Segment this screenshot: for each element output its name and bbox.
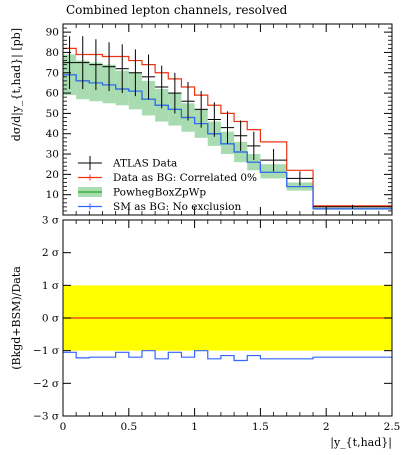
ratio-y-axis-label: (Bkgd+BSM)/Data xyxy=(10,266,23,370)
x-tick-label: 2.5 xyxy=(384,421,401,433)
main-plot: 10 20 30 40 50 60 70 80 90 dσ/d|y_{t,had}| [pb] AT… xyxy=(10,23,393,216)
y-tick-label: 50 xyxy=(46,108,59,120)
y-axis-label: dσ/d|y_{t,had}| [pb] xyxy=(10,28,24,141)
main-plot-frame xyxy=(62,23,393,216)
ratio-y-tick-label: 0 σ xyxy=(42,313,59,325)
ratio-plot: −3 σ −2 σ −1 σ 0 σ 1 σ 2 σ 3 σ 0 0.5 1 1.5 2 2.5 |y_{… xyxy=(10,215,400,451)
ratio-y-tick-label: −3 σ xyxy=(33,411,59,423)
legend-label: ATLAS Data xyxy=(112,158,177,170)
ratio-sm-as-bg-line xyxy=(63,350,392,362)
x-tick-label: 0.5 xyxy=(120,421,137,433)
y-tick-label: 10 xyxy=(46,189,59,201)
x-tick-label: 1.5 xyxy=(252,421,269,433)
ratio-y-tick-label: 1 σ xyxy=(42,280,59,292)
x-tick-label: 1 xyxy=(191,421,198,433)
x-tick-label: 2 xyxy=(323,421,330,433)
y-tick-label: 80 xyxy=(46,47,59,59)
chart-title: Combined lepton channels, resolved xyxy=(66,3,288,17)
legend: ATLAS Data Data as BG: Correlated 0% Powhe… xyxy=(78,156,257,213)
y-tick-label: 60 xyxy=(46,88,59,100)
ratio-y-tick-label: −2 σ xyxy=(33,378,59,390)
ratio-y-tick-label: 2 σ xyxy=(42,247,59,259)
ratio-y-tick-label: −1 σ xyxy=(33,345,59,357)
y-tick-label: 70 xyxy=(46,67,59,79)
y-tick-label: 20 xyxy=(46,169,59,181)
sm-as-bg-line xyxy=(63,74,392,210)
powheg-band-bin xyxy=(260,164,287,179)
y-tick-label: 40 xyxy=(46,128,59,140)
x-tick-label: 0 xyxy=(60,421,67,433)
y-tick-label: 90 xyxy=(46,27,59,39)
legend-label: Data as BG: Correlated 0% xyxy=(113,172,257,184)
ratio-y-tick-label: 3 σ xyxy=(42,215,59,227)
y-tick-label: 30 xyxy=(46,149,59,161)
legend-label: SM as BG: No exclusion xyxy=(113,201,241,213)
legend-label: PowhegBoxZpWp xyxy=(113,187,206,199)
x-axis-label: |y_{t,had}| xyxy=(330,436,392,450)
